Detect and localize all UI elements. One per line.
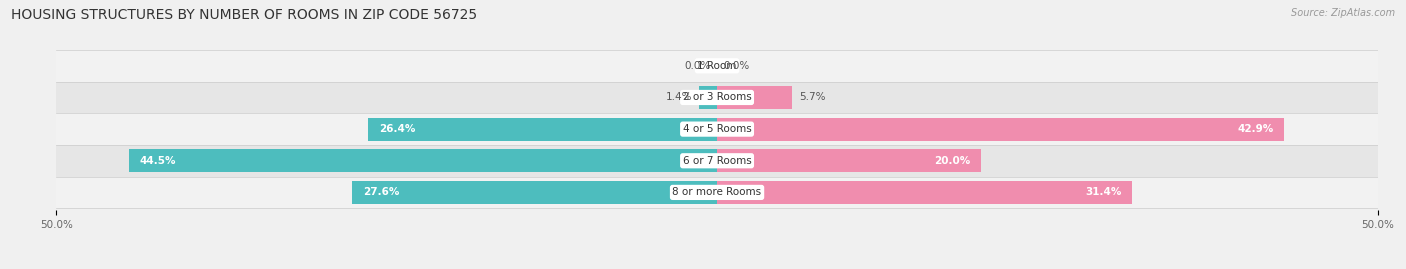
Text: 27.6%: 27.6% [363,187,399,197]
Text: 31.4%: 31.4% [1085,187,1122,197]
Text: 8 or more Rooms: 8 or more Rooms [672,187,762,197]
Text: 1 Room: 1 Room [697,61,737,71]
Bar [56,145,1378,176]
Text: 42.9%: 42.9% [1237,124,1274,134]
Text: 20.0%: 20.0% [935,156,970,166]
Bar [717,181,1132,204]
Text: 26.4%: 26.4% [378,124,415,134]
Bar [368,118,717,140]
Bar [699,86,717,109]
Text: 44.5%: 44.5% [139,156,176,166]
Bar [56,113,1378,145]
Bar [56,50,1378,82]
Bar [129,149,717,172]
Bar [56,176,1378,208]
Bar [717,118,1284,140]
Text: 5.7%: 5.7% [799,93,825,102]
Text: 0.0%: 0.0% [724,61,749,71]
Text: 4 or 5 Rooms: 4 or 5 Rooms [683,124,751,134]
Text: 2 or 3 Rooms: 2 or 3 Rooms [683,93,751,102]
Text: 1.4%: 1.4% [665,93,692,102]
Text: 0.0%: 0.0% [685,61,710,71]
Text: HOUSING STRUCTURES BY NUMBER OF ROOMS IN ZIP CODE 56725: HOUSING STRUCTURES BY NUMBER OF ROOMS IN… [11,8,478,22]
Bar [353,181,717,204]
Text: 6 or 7 Rooms: 6 or 7 Rooms [683,156,751,166]
Bar [717,149,981,172]
Text: Source: ZipAtlas.com: Source: ZipAtlas.com [1291,8,1395,18]
Bar [717,86,793,109]
Bar [56,82,1378,113]
